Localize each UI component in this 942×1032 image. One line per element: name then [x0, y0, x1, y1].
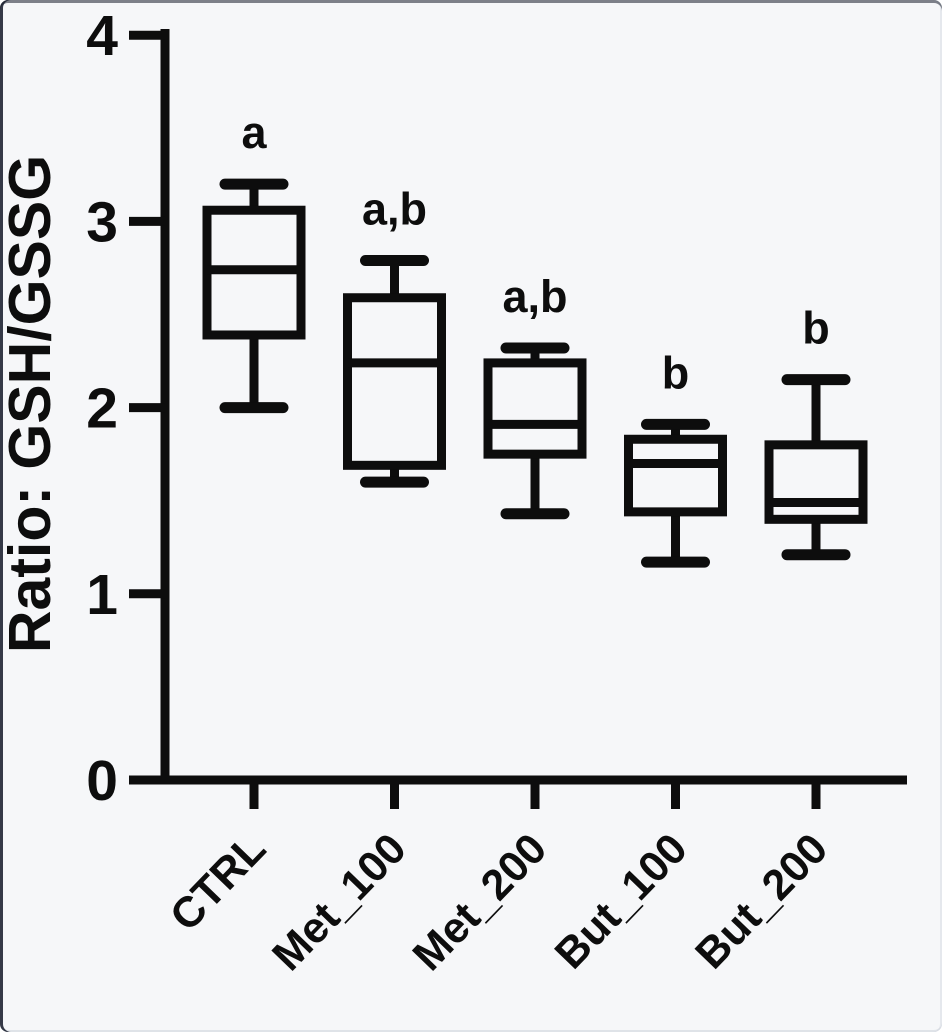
y-axis-title: Ratio: GSH/GSSG [0, 155, 63, 653]
box-plot-ctrl [202, 178, 306, 414]
y-tick-labels: 0 1 2 3 4 [86, 4, 118, 813]
y-ticks [129, 30, 165, 785]
significance-label: a [241, 107, 267, 158]
iqr-box [343, 293, 446, 470]
iqr-box [624, 434, 727, 517]
iqr-box [483, 358, 587, 459]
y-tick-label: 1 [86, 563, 118, 627]
x-category-label: But_200 [686, 825, 837, 979]
x-category-label: Met_100 [263, 825, 415, 980]
significance-label: b [662, 347, 690, 398]
box-plot-but_100 [624, 418, 727, 568]
significance-label: b [802, 303, 830, 354]
x-category-label: Met_200 [404, 825, 556, 980]
box-plot-met_100 [343, 255, 446, 488]
x-category-label: CTRL [161, 825, 275, 941]
box-plot-but_200 [764, 374, 868, 561]
y-tick-label: 2 [86, 377, 118, 441]
y-tick-label: 3 [86, 190, 118, 254]
significance-label: a,b [502, 271, 567, 322]
significance-annotations: a a,b a,b b b [241, 107, 829, 398]
box-series [202, 178, 868, 568]
y-tick-label: 0 [86, 749, 118, 813]
y-axis: 0 1 2 3 4 Ratio: GSH/GSSG [0, 4, 170, 813]
x-ticks [249, 784, 821, 809]
box-plot-met_200 [483, 342, 587, 520]
y-tick-label: 4 [86, 4, 118, 68]
significance-label: a,b [362, 184, 427, 235]
x-category-label: But_100 [546, 825, 697, 979]
iqr-box [764, 440, 868, 524]
